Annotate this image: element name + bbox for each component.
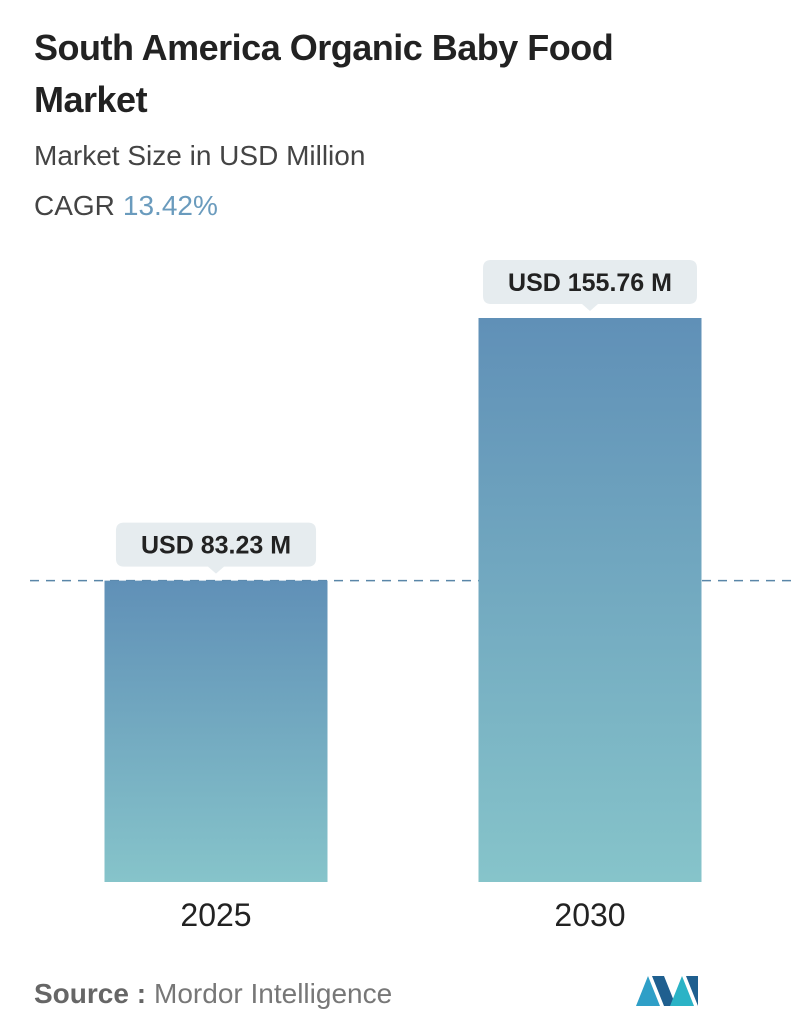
cagr-label: CAGR [34, 190, 115, 221]
cagr-value: 13.42% [122, 190, 218, 221]
value-label: USD 83.23 M [141, 532, 291, 560]
x-tick-label: 2025 [180, 897, 251, 933]
value-label-box [115, 522, 317, 574]
bar [104, 580, 328, 882]
cagr: CAGR 13.42% [34, 190, 218, 222]
source-label: Source : [34, 978, 147, 1009]
source-name: Mordor Intelligence [154, 978, 393, 1009]
source: Source : Mordor Intelligence [34, 978, 392, 1010]
logo [636, 976, 698, 1006]
subtitle: Market Size in USD Million [34, 140, 366, 171]
x-tick-label: 2030 [554, 897, 625, 933]
value-label: USD 155.76 M [508, 269, 672, 297]
bar [478, 318, 702, 882]
chart-title: South America Organic Baby Food Market [34, 27, 614, 120]
value-label-box [483, 260, 697, 311]
